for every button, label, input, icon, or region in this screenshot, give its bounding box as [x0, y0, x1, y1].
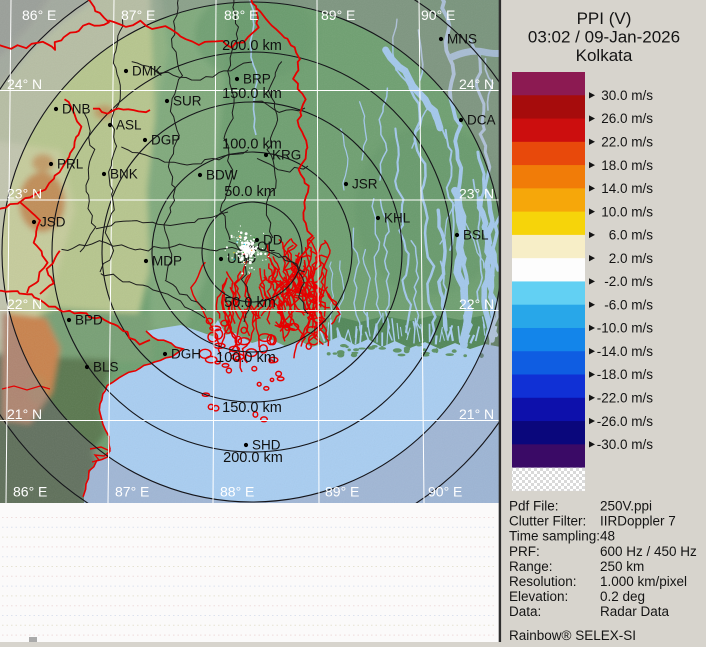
svg-text:03:02 / 09-Jan-2026: 03:02 / 09-Jan-2026 [528, 28, 680, 47]
svg-text:MNS: MNS [447, 32, 477, 47]
svg-text:BLS: BLS [93, 360, 119, 375]
svg-text:BNK: BNK [110, 167, 138, 182]
svg-text:-26.0 m/s: -26.0 m/s [597, 414, 654, 429]
svg-text:88° E: 88° E [224, 7, 258, 23]
svg-text:6.0 m/s: 6.0 m/s [609, 228, 654, 243]
svg-text:PRL: PRL [57, 157, 84, 172]
svg-text:250 km: 250 km [600, 559, 644, 574]
svg-text:22.0 m/s: 22.0 m/s [601, 135, 653, 150]
svg-text:Resolution:: Resolution: [509, 574, 577, 589]
svg-text:DNB: DNB [62, 102, 91, 117]
svg-text:Elevation:: Elevation: [509, 589, 568, 604]
svg-text:JSD: JSD [40, 215, 66, 230]
svg-text:Clutter Filter:: Clutter Filter: [509, 514, 586, 529]
svg-text:Rainbow® SELEX-SI: Rainbow® SELEX-SI [509, 628, 636, 642]
svg-text:23° N: 23° N [7, 186, 42, 202]
svg-text:DGH: DGH [171, 347, 201, 362]
svg-text:600 Hz / 450 Hz: 600 Hz / 450 Hz [600, 544, 697, 559]
svg-text:PPI (V): PPI (V) [577, 9, 632, 28]
svg-text:DMK: DMK [132, 64, 162, 79]
svg-text:-10.0 m/s: -10.0 m/s [597, 321, 654, 336]
svg-text:200.0 km: 200.0 km [222, 38, 282, 54]
svg-text:-6.0 m/s: -6.0 m/s [604, 297, 653, 312]
svg-text:150.0 km: 150.0 km [222, 400, 282, 416]
svg-text:DGP: DGP [151, 133, 180, 148]
svg-text:KHL: KHL [384, 211, 411, 226]
svg-text:JSR: JSR [352, 177, 378, 192]
svg-text:88° E: 88° E [220, 484, 254, 500]
svg-text:IIRDoppler 7: IIRDoppler 7 [600, 514, 676, 529]
svg-text:-18.0 m/s: -18.0 m/s [597, 367, 654, 382]
svg-text:24° N: 24° N [459, 76, 494, 92]
svg-text:22° N: 22° N [459, 296, 494, 312]
svg-text:22° N: 22° N [7, 296, 42, 312]
svg-text:89° E: 89° E [321, 7, 355, 23]
svg-text:Radar Data: Radar Data [600, 604, 670, 619]
svg-text:ASL: ASL [116, 118, 142, 133]
svg-text:Range:: Range: [509, 559, 553, 574]
svg-text:-22.0 m/s: -22.0 m/s [597, 390, 654, 405]
svg-text:Kolkata: Kolkata [576, 46, 633, 65]
svg-text:1.000 km/pixel: 1.000 km/pixel [600, 574, 687, 589]
svg-text:18.0 m/s: 18.0 m/s [601, 158, 653, 173]
svg-text:KRG: KRG [272, 148, 301, 163]
svg-text:89° E: 89° E [325, 484, 359, 500]
svg-text:SHD: SHD [252, 438, 281, 453]
svg-text:PRF:: PRF: [509, 544, 540, 559]
svg-text:87° E: 87° E [121, 7, 155, 23]
svg-text:26.0 m/s: 26.0 m/s [601, 111, 653, 126]
svg-text:Time sampling:48: Time sampling:48 [509, 529, 615, 544]
svg-text:21° N: 21° N [7, 406, 42, 422]
svg-text:DCA: DCA [467, 113, 496, 128]
svg-text:50.0 km: 50.0 km [224, 184, 276, 200]
svg-text:SUR: SUR [173, 94, 202, 109]
svg-text:BSL: BSL [463, 228, 489, 243]
svg-text:21° N: 21° N [459, 406, 494, 422]
svg-text:90° E: 90° E [421, 7, 455, 23]
svg-text:14.0 m/s: 14.0 m/s [601, 181, 653, 196]
svg-text:BRP: BRP [243, 72, 271, 87]
svg-text:50.0 km: 50.0 km [224, 295, 276, 311]
svg-text:10.0 m/s: 10.0 m/s [601, 204, 653, 219]
svg-text:86° E: 86° E [13, 484, 47, 500]
svg-text:90° E: 90° E [428, 484, 462, 500]
svg-text:MDP: MDP [152, 254, 182, 269]
svg-text:0.2 deg: 0.2 deg [600, 589, 645, 604]
svg-text:2.0 m/s: 2.0 m/s [609, 251, 654, 266]
svg-text:30.0 m/s: 30.0 m/s [601, 88, 653, 103]
svg-text:Pdf File:: Pdf File: [509, 499, 559, 514]
svg-text:23° N: 23° N [459, 186, 494, 202]
svg-text:100.0 km: 100.0 km [216, 350, 276, 366]
svg-text:86° E: 86° E [22, 7, 56, 23]
svg-text:250V.ppi: 250V.ppi [600, 499, 652, 514]
svg-text:-14.0 m/s: -14.0 m/s [597, 344, 654, 359]
svg-text:BDW: BDW [206, 168, 238, 183]
svg-text:BPD: BPD [75, 313, 103, 328]
svg-text:-2.0 m/s: -2.0 m/s [604, 274, 653, 289]
svg-text:-30.0 m/s: -30.0 m/s [597, 437, 654, 452]
svg-text:150.0 km: 150.0 km [222, 86, 282, 102]
svg-text:Data:: Data: [509, 604, 541, 619]
svg-text:24° N: 24° N [7, 76, 42, 92]
svg-text:87° E: 87° E [115, 484, 149, 500]
